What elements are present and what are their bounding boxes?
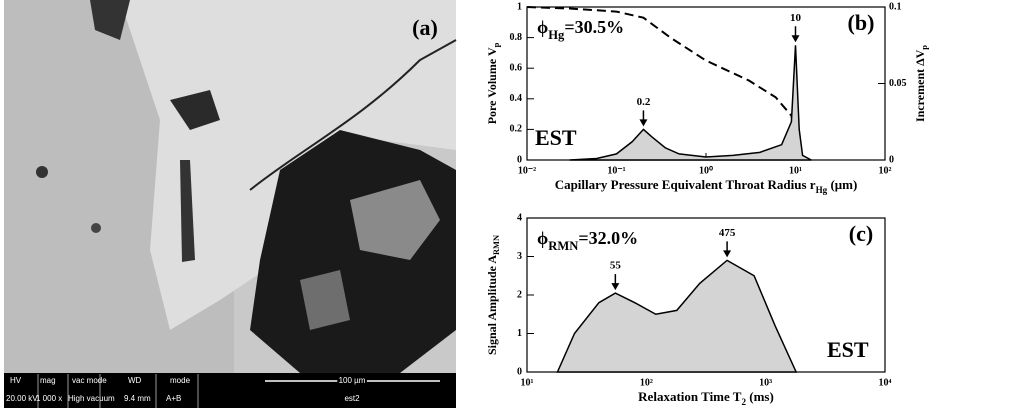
y-axis-label-part: RMN [492, 235, 501, 255]
porosity-part: Hg [548, 28, 565, 42]
x-tick-label: 10⁴ [879, 377, 892, 388]
x-axis-label-part: Capillary Pressure Equivalent Throat Rad… [555, 177, 816, 192]
x-tick-label: 10² [640, 377, 653, 388]
porosity: ϕRMN=32.0% [537, 228, 638, 253]
y-tick-label: 0.6 [510, 62, 523, 73]
x-tick-label: 10¹ [789, 165, 802, 176]
porosity-part: ϕ [537, 17, 548, 37]
y-axis-label-part: Signal Amplitude A [485, 255, 499, 355]
x-tick-label: 10³ [759, 377, 772, 388]
annotation-arrowhead [723, 250, 732, 258]
x-tick-label: 10¹ [521, 377, 534, 388]
info-value: 20.00 kV [6, 394, 38, 403]
y-axis-label-part: Pore Volume V [485, 47, 499, 124]
info-value: High vacuum [68, 394, 115, 403]
y-tick-label: 1 [517, 328, 522, 339]
annotation-arrowhead [791, 35, 800, 43]
info-header: HV [10, 376, 22, 385]
y2-axis-label: Increment ΔVp [913, 45, 930, 122]
info-value: A+B [166, 394, 181, 403]
annotation: 475 [719, 227, 736, 239]
porosity-part: RMN [548, 239, 578, 253]
info-header: mag [40, 376, 56, 385]
area [556, 259, 798, 373]
porosity-part: =30.5% [564, 17, 624, 37]
panel-label: (a) [412, 15, 438, 40]
sem-image [4, 0, 457, 373]
annotation-arrowhead [611, 283, 620, 291]
y-tick-label: 1 [517, 1, 522, 12]
x-axis-label: Relaxation Time T2 (ms) [638, 389, 774, 407]
y-tick-label: 0.2 [510, 124, 523, 135]
y-tick-label: 0 [517, 366, 522, 377]
x-axis-label: Capillary Pressure Equivalent Throat Rad… [555, 177, 858, 195]
annotation-arrowhead [639, 119, 648, 127]
x-tick-label: 10⁻¹ [607, 165, 625, 176]
y2-tick-label: 0 [889, 154, 894, 165]
y-tick-label: 0.4 [510, 93, 523, 104]
x-tick-label: 10² [879, 165, 892, 176]
y-axis-label-part: p [492, 42, 501, 47]
x-axis-label-part: Hg [816, 185, 828, 195]
y2-axis-label-part: p [920, 45, 929, 50]
sample-name: est2 [344, 394, 360, 403]
sample-label: EST [827, 337, 869, 362]
y-tick-label: 0.8 [510, 32, 523, 43]
y-tick-label: 3 [517, 251, 522, 262]
info-header: mode [170, 376, 191, 385]
porosity: ϕHg=30.5% [537, 17, 624, 42]
info-value: 1 000 x [36, 394, 62, 403]
info-header: vac mode [72, 376, 107, 385]
panel-label: (c) [849, 221, 873, 246]
sample-label: EST [535, 125, 577, 150]
x-axis-label-part: Relaxation Time T [638, 389, 742, 404]
porosity-part: =32.0% [578, 228, 638, 248]
annotation: 0.2 [637, 96, 651, 108]
annotation: 10 [790, 12, 802, 24]
porosity-part: ϕ [537, 228, 548, 248]
y2-tick-label: 0.1 [889, 1, 902, 12]
x-tick-label: 10⁰ [699, 165, 713, 176]
panel-label: (b) [848, 10, 875, 35]
info-header: WD [128, 376, 142, 385]
line [526, 6, 801, 161]
scale-label: 100 µm [339, 376, 366, 385]
x-axis-label-part: (μm) [827, 177, 857, 192]
x-axis-label-part: (ms) [746, 389, 774, 404]
area [569, 45, 812, 161]
y2-tick-label: 0.05 [889, 78, 907, 89]
y2-axis-label-part: Increment ΔV [913, 49, 927, 122]
y-axis-label: Signal Amplitude ARMN [485, 235, 502, 355]
y-tick-label: 0 [517, 154, 522, 165]
y-tick-label: 4 [517, 212, 522, 223]
x-tick-label: 10⁻² [518, 165, 536, 176]
x-axis-label-part: 2 [741, 397, 746, 407]
y-axis-label: Pore Volume Vp [485, 42, 502, 124]
info-value: 9.4 mm [124, 394, 151, 403]
y-tick-label: 2 [517, 289, 522, 300]
annotation: 55 [610, 260, 622, 272]
